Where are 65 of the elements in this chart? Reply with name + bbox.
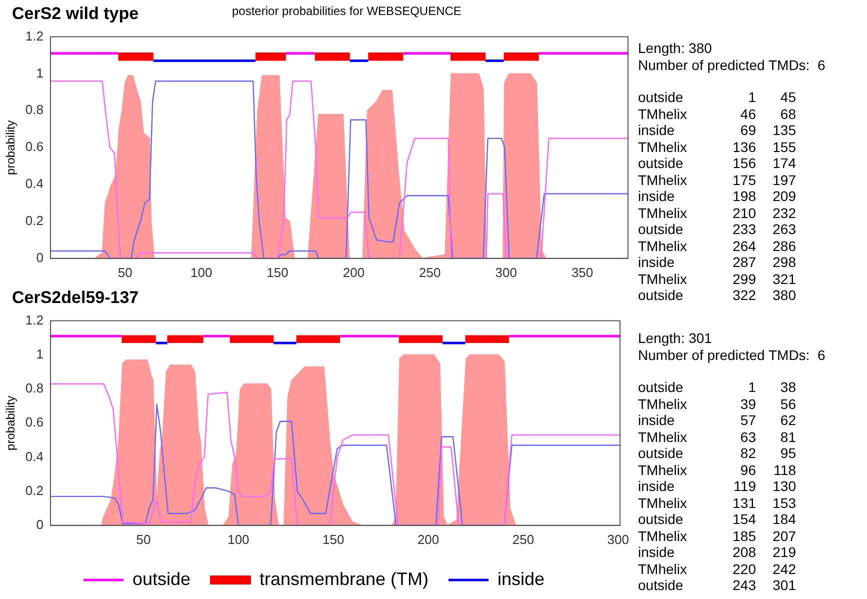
text: TMhelix 210 232 bbox=[638, 204, 796, 220]
y-tick-label: 0.2 bbox=[25, 482, 44, 498]
x-tick-label: 50 bbox=[118, 264, 132, 280]
text: Number of predicted TMDs: 6 bbox=[638, 346, 826, 363]
chart-title: CerS2 wild type bbox=[12, 4, 139, 24]
legend-label: inside bbox=[498, 568, 545, 589]
y-tick-label: 0.8 bbox=[25, 102, 44, 118]
x-tick-label: 50 bbox=[136, 532, 151, 547]
x-tick-label: 150 bbox=[266, 264, 288, 280]
text: inside 198 209 bbox=[638, 188, 796, 204]
legend-label: transmembrane (TM) bbox=[259, 568, 429, 589]
text: TMhelix 96 118 bbox=[638, 462, 796, 478]
y-axis-title: probability bbox=[4, 120, 18, 175]
y-tick-label: 1 bbox=[36, 346, 44, 362]
text: TMhelix 46 68 bbox=[638, 106, 796, 122]
y-tick-label: 0 bbox=[36, 516, 44, 532]
text: TMhelix 299 321 bbox=[638, 270, 796, 286]
text: inside 69 135 bbox=[638, 122, 796, 138]
text: outside 322 380 bbox=[638, 287, 796, 303]
y-tick-label: 0.6 bbox=[25, 139, 44, 154]
y-tick-label: 0.4 bbox=[25, 176, 44, 192]
text: TMhelix 131 153 bbox=[638, 494, 796, 510]
y-tick-label: 1.2 bbox=[25, 28, 44, 44]
text: inside 57 62 bbox=[638, 412, 796, 428]
y-axis-title: probability bbox=[4, 396, 18, 450]
y-tick-label: 1.2 bbox=[25, 312, 44, 328]
text: outside 154 184 bbox=[638, 511, 796, 527]
x-tick-label: 100 bbox=[190, 264, 212, 280]
text: outside 1 45 bbox=[638, 89, 796, 105]
x-tick-label: 250 bbox=[419, 264, 441, 280]
x-tick-label: 300 bbox=[607, 532, 629, 547]
text: outside 243 301 bbox=[638, 577, 796, 593]
text: Length: 301 bbox=[638, 330, 713, 346]
x-tick-label: 200 bbox=[342, 264, 365, 280]
y-tick-label: 0.4 bbox=[25, 448, 44, 464]
text: TMhelix 63 81 bbox=[638, 428, 796, 444]
text: outside 233 263 bbox=[638, 221, 796, 237]
text: TMhelix 39 56 bbox=[638, 396, 796, 412]
chart-subtitle: posterior probabilities for WEBSEQUENCE bbox=[232, 4, 462, 18]
text: TMhelix 264 286 bbox=[638, 238, 796, 254]
text: Length: 380 bbox=[638, 40, 713, 56]
y-tick-label: 0.8 bbox=[25, 380, 44, 396]
chart-title: CerS2del59-137 bbox=[12, 288, 139, 308]
text: Number of predicted TMDs: 6 bbox=[638, 56, 826, 73]
text: TMhelix 220 242 bbox=[638, 560, 796, 576]
text: outside 82 95 bbox=[638, 445, 796, 461]
y-tick-label: 0.2 bbox=[25, 213, 44, 228]
text: TMhelix 185 207 bbox=[638, 528, 796, 544]
text: TMhelix 136 155 bbox=[638, 138, 796, 154]
y-tick-label: 0 bbox=[36, 250, 44, 265]
x-tick-label: 200 bbox=[417, 532, 440, 547]
legend-label: outside bbox=[132, 568, 190, 589]
x-tick-label: 100 bbox=[228, 532, 250, 547]
text: inside 208 219 bbox=[638, 544, 796, 560]
text: outside 1 38 bbox=[638, 379, 796, 395]
text: outside 156 174 bbox=[638, 155, 796, 171]
text: inside 119 130 bbox=[638, 478, 796, 494]
x-tick-label: 350 bbox=[571, 264, 594, 280]
y-tick-label: 1 bbox=[36, 65, 44, 80]
x-tick-label: 150 bbox=[322, 532, 344, 547]
text: TMhelix 175 197 bbox=[638, 172, 796, 188]
text: inside 287 298 bbox=[638, 254, 796, 270]
y-tick-label: 0.6 bbox=[25, 414, 44, 430]
x-tick-label: 250 bbox=[512, 532, 534, 547]
x-tick-label: 300 bbox=[495, 264, 517, 280]
